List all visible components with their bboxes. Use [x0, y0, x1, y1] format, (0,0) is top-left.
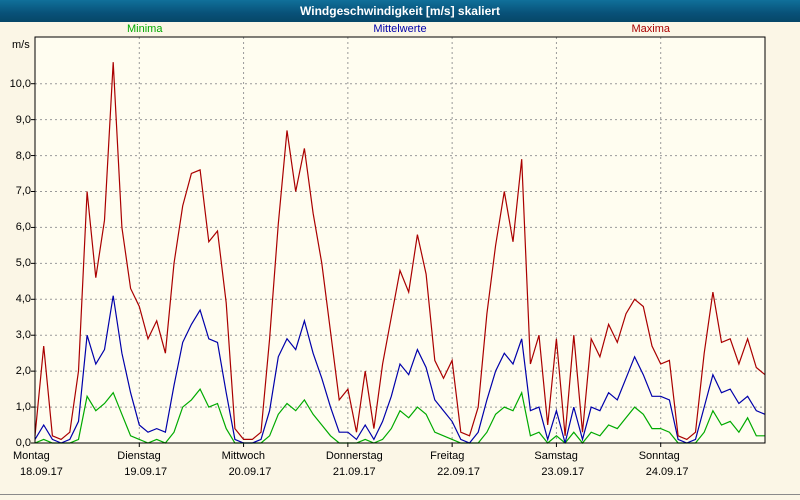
- y-tick-label: 9,0: [15, 113, 31, 126]
- y-tick-label: 6,0: [15, 221, 31, 234]
- y-tick-label: 7,0: [15, 185, 31, 198]
- y-tick-label: 2,0: [15, 365, 31, 378]
- x-day-date-label: 23.09.17: [541, 466, 585, 478]
- chart-legend: Minima Mittelwerte Maxima: [0, 23, 800, 37]
- y-tick-label: 1,0: [15, 401, 31, 414]
- x-day-name-label: Mittwoch: [221, 450, 265, 462]
- series-line-maxima: [34, 62, 766, 441]
- x-day-date-label: 22.09.17: [437, 466, 480, 478]
- series-line-minima: [34, 387, 765, 444]
- x-day-name-label: Montag: [13, 450, 50, 462]
- y-tick-label: 4,0: [15, 293, 31, 306]
- legend-minima: Minima: [127, 23, 163, 35]
- title-bar[interactable]: Windgeschwindigkeit [m/s] skaliert: [0, 0, 800, 22]
- x-day-name-label: Samstag: [534, 450, 578, 462]
- x-day-name-label: Freitag: [430, 450, 465, 462]
- x-day-date-label: 19.09.17: [124, 466, 168, 478]
- x-day-name-label: Donnerstag: [325, 450, 383, 462]
- bottom-separator: [0, 494, 800, 495]
- legend-maxima: Maxima: [631, 23, 670, 35]
- y-axis-unit-label: m/s: [12, 39, 30, 51]
- y-tick-label: 0,0: [15, 437, 31, 449]
- x-day-date-label: 18.09.17: [20, 466, 63, 478]
- legend-mittelwerte: Mittelwerte: [373, 23, 427, 35]
- plot-background: [35, 37, 765, 443]
- y-tick-label: 5,0: [15, 257, 31, 270]
- y-tick-label: 10,0: [9, 77, 31, 90]
- x-day-date-label: 24.09.17: [645, 466, 689, 478]
- x-day-date-label: 21.09.17: [332, 466, 376, 478]
- window-title: Windgeschwindigkeit [m/s] skaliert: [300, 4, 500, 18]
- x-day-name-label: Dienstag: [117, 450, 161, 462]
- y-tick-label: 3,0: [15, 329, 31, 342]
- x-day-date-label: 20.09.17: [228, 466, 272, 478]
- x-day-name-label: Sonntag: [638, 450, 680, 462]
- series-line-mittelwerte: [34, 295, 766, 444]
- y-tick-label: 8,0: [15, 149, 31, 162]
- plot-border: [34, 36, 766, 444]
